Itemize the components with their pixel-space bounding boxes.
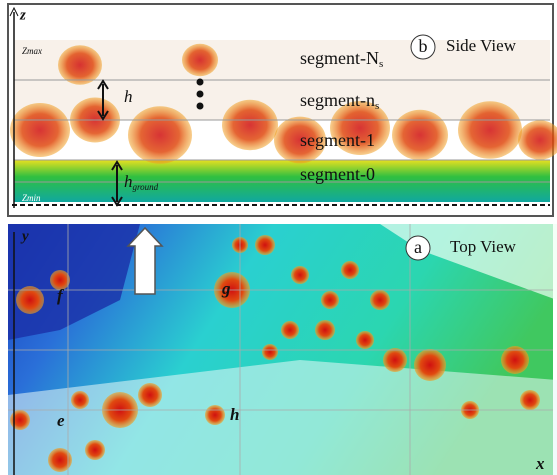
- dot: [197, 91, 204, 98]
- tree-crown: [58, 45, 102, 85]
- tree-crown: [222, 100, 278, 150]
- hground-sub: ground: [133, 182, 159, 192]
- axis-label: z: [19, 7, 26, 23]
- tree-crown: [341, 261, 359, 279]
- dot: [197, 103, 204, 110]
- segment-label: segment-ns: [300, 90, 379, 111]
- tree-crown: [414, 349, 446, 381]
- tree-crown: [10, 410, 30, 430]
- segment-text: segment-N: [300, 48, 379, 68]
- tree-crown: [321, 291, 339, 309]
- tree-crown: [138, 383, 162, 407]
- zmin-label: Zmin: [22, 193, 41, 203]
- h-label: h: [124, 87, 133, 106]
- hground-main: h: [124, 172, 133, 191]
- tree-crown: [281, 321, 299, 339]
- ground-band: [14, 160, 550, 202]
- segment-sub: s: [375, 100, 379, 112]
- tree-crown: [383, 348, 407, 372]
- panel-letter: a: [414, 237, 422, 257]
- panel-letter: b: [419, 36, 428, 56]
- tree-crown: [370, 290, 390, 310]
- region-label: e: [57, 411, 65, 430]
- panel-title: Side View: [446, 36, 517, 55]
- figure: z Zmax Zmin b Side View h hground segmen…: [0, 0, 557, 475]
- tree-crown: [71, 391, 89, 409]
- tree-crown: [182, 44, 218, 76]
- tree-crown: [520, 390, 540, 410]
- segment-text: segment-0: [300, 164, 375, 184]
- segment-text: segment-1: [300, 130, 375, 150]
- tree-crown: [85, 440, 105, 460]
- tree-crown: [205, 405, 225, 425]
- zmax-label: Zmax: [22, 46, 42, 56]
- tree-crown: [291, 266, 309, 284]
- ellipsis-dots: [197, 79, 204, 110]
- tree-crown: [356, 331, 374, 349]
- tree-crown: [128, 106, 192, 164]
- tree-crown: [255, 235, 275, 255]
- tree-crown: [315, 320, 335, 340]
- axis-label: x: [535, 454, 545, 473]
- panel-title: Top View: [450, 237, 517, 256]
- page: z Zmax Zmin b Side View h hground segmen…: [0, 0, 557, 475]
- tree-crown: [10, 103, 70, 157]
- axis-label: y: [20, 228, 29, 244]
- segment-label: segment-0: [300, 164, 375, 184]
- tree-crown: [392, 110, 448, 160]
- tree-crown: [458, 101, 522, 159]
- segment-label: segment-1: [300, 130, 375, 150]
- tree-crown: [262, 344, 278, 360]
- region-label: h: [230, 405, 239, 424]
- segment-label: segment-Ns: [300, 48, 383, 69]
- segment-text: segment-n: [300, 90, 375, 110]
- segment-sub: s: [379, 58, 383, 70]
- region-label: g: [221, 279, 231, 298]
- dot: [197, 79, 204, 86]
